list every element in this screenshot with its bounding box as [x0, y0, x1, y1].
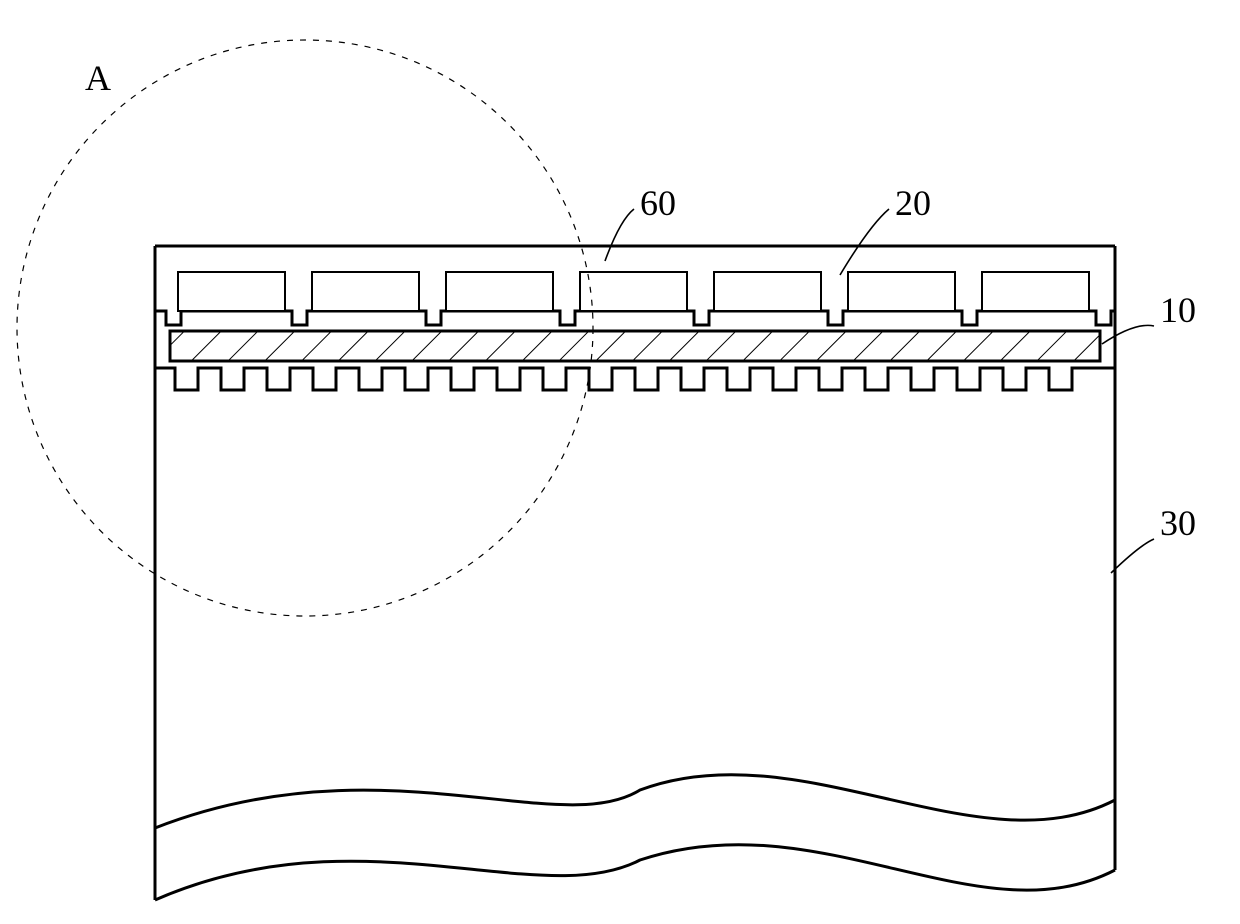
detail-circle-A	[17, 40, 593, 616]
leader-line	[605, 209, 634, 261]
callout-10: 10	[1160, 290, 1196, 330]
patent-figure: A 60 20 10 30	[17, 40, 1196, 900]
callout-30: 30	[1160, 503, 1196, 543]
comb-edge	[155, 368, 1115, 390]
block-20	[714, 272, 821, 311]
block-20	[848, 272, 955, 311]
block-20	[178, 272, 285, 311]
leader-line	[840, 209, 889, 275]
block-20	[982, 272, 1089, 311]
break-line-upper	[155, 775, 1115, 828]
top-notched-edge	[155, 311, 1115, 325]
block-20	[446, 272, 553, 311]
layer-10	[170, 331, 1100, 361]
leader-line	[1102, 325, 1154, 344]
break-line-lower	[155, 845, 1115, 900]
blocks-20-group	[178, 272, 1089, 311]
callout-20: 20	[895, 183, 931, 223]
leader-line	[1111, 539, 1154, 573]
callout-A: A	[85, 58, 111, 98]
block-20	[312, 272, 419, 311]
block-20	[580, 272, 687, 311]
callout-60: 60	[640, 183, 676, 223]
